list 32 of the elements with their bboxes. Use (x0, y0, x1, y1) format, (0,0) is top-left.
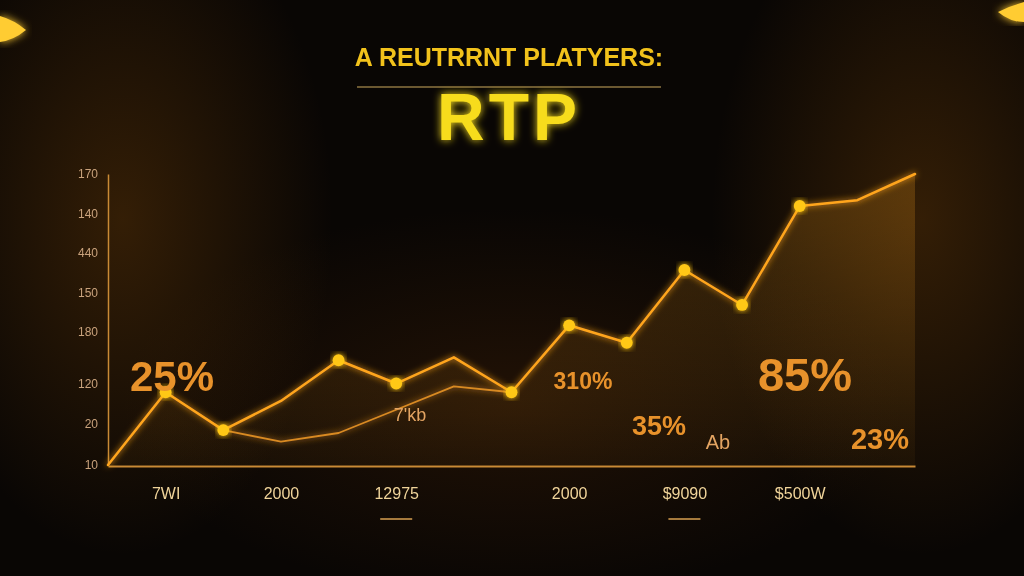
text: 20 (84, 417, 99, 431)
point (332, 354, 345, 367)
point (505, 386, 518, 399)
text: 140 (77, 207, 99, 221)
point (390, 377, 403, 390)
annotation: 310% (553, 368, 613, 394)
chart-title: A REUTRRNT PLATYERS: (354, 43, 664, 71)
chart-subtitle: RTP (437, 80, 581, 154)
text: 150 (77, 286, 99, 300)
point (793, 200, 806, 212)
point (736, 299, 748, 311)
point (678, 264, 691, 276)
x-tick-label: 2000 (551, 485, 588, 503)
text: 440 (77, 246, 99, 260)
text: 10 (84, 458, 99, 472)
x-tick-label: $500W (774, 485, 827, 503)
annotation: 23% (850, 423, 910, 455)
x-tick-label: 12975 (374, 485, 420, 503)
x-tick-label: $9090 (662, 485, 708, 503)
annotation: 35% (631, 411, 687, 441)
annotation: 85% (757, 348, 853, 401)
annotation: Ab (705, 431, 731, 453)
text: 120 (77, 377, 99, 391)
x-tick-label: 2000 (263, 485, 300, 503)
point (563, 319, 576, 332)
text: 180 (77, 325, 99, 339)
annotation: 7'kb (393, 405, 427, 425)
point (217, 424, 230, 436)
annotation: 25% (129, 353, 215, 400)
text: 170 (77, 167, 99, 181)
x-tick-label: 7WI (151, 485, 181, 503)
point (620, 336, 633, 349)
